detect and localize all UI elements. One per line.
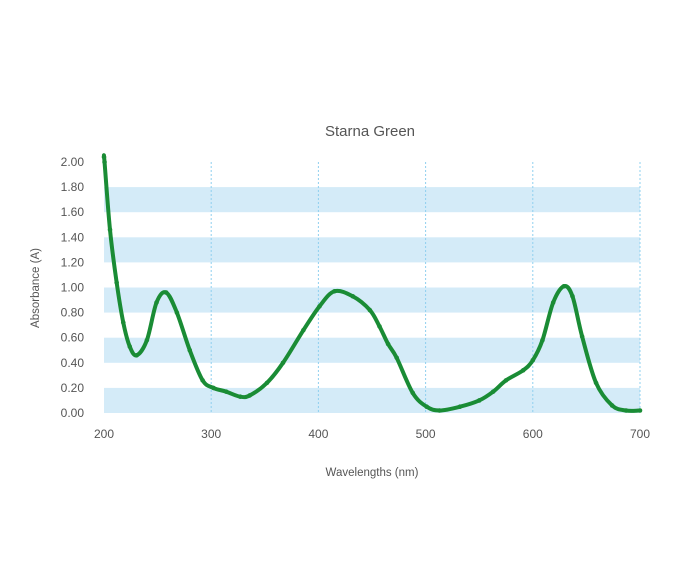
y-axis-label: Absorbance (A): [30, 248, 42, 328]
chart-title: Starna Green: [325, 123, 415, 140]
data-point: [237, 394, 243, 399]
y-tick-label: 1.20: [61, 255, 85, 269]
data-point: [163, 290, 169, 295]
y-tick-label: 1.40: [61, 230, 85, 244]
x-tick-label: 400: [308, 427, 328, 441]
data-point: [437, 408, 442, 413]
data-point: [332, 288, 337, 294]
data-point: [561, 283, 567, 289]
data-point: [280, 360, 286, 366]
data-point: [223, 389, 229, 394]
x-tick-label: 500: [416, 427, 436, 441]
data-point: [550, 300, 556, 305]
data-point: [301, 327, 306, 333]
y-tick-label: 0.20: [61, 381, 85, 395]
data-point: [530, 357, 536, 363]
data-point: [144, 337, 150, 343]
data-point: [154, 300, 159, 305]
data-point: [385, 341, 391, 347]
data-point: [350, 293, 356, 299]
data-point: [114, 280, 119, 285]
y-tick-label: 1.80: [61, 180, 85, 194]
x-tick-label: 200: [94, 427, 114, 441]
data-point: [377, 324, 382, 329]
data-point: [424, 404, 429, 410]
data-point: [457, 404, 463, 410]
data-point: [593, 380, 599, 386]
grid-band: [104, 337, 640, 363]
data-point: [317, 304, 322, 309]
data-point: [503, 378, 509, 383]
data-point: [637, 408, 643, 413]
x-axis-label: Wavelengths (nm): [326, 467, 419, 479]
data-point: [127, 344, 133, 349]
data-point: [570, 293, 575, 299]
data-point: [540, 337, 545, 343]
data-point: [107, 227, 113, 233]
x-tick-label: 600: [523, 427, 543, 441]
data-point: [247, 393, 253, 398]
data-point: [609, 403, 615, 408]
data-point: [476, 398, 482, 403]
grid-band: [104, 237, 640, 263]
data-point: [187, 347, 193, 353]
data-point: [623, 408, 629, 413]
y-tick-label: 0.60: [61, 331, 85, 345]
y-tick-label: 1.00: [61, 281, 85, 295]
y-tick-label: 1.60: [61, 205, 85, 219]
data-point: [134, 352, 139, 358]
y-tick-label: 0.80: [61, 306, 85, 320]
grid-band: [104, 387, 640, 413]
data-point: [410, 390, 416, 396]
data-point: [211, 385, 216, 391]
data-point: [174, 310, 180, 315]
data-point: [394, 355, 399, 361]
x-tick-label: 700: [630, 427, 650, 441]
data-point: [520, 368, 526, 373]
grid-band: [104, 187, 640, 213]
data-point: [200, 378, 205, 383]
data-point: [367, 307, 373, 313]
y-tick-label: 2.00: [61, 155, 85, 169]
data-point: [101, 154, 107, 160]
data-point: [102, 159, 107, 165]
x-tick-label: 300: [201, 427, 221, 441]
data-point: [490, 389, 496, 394]
y-tick-label: 0.00: [61, 406, 85, 420]
data-point: [264, 380, 270, 386]
data-point: [579, 334, 585, 339]
y-tick-label: 0.40: [61, 356, 85, 370]
data-point: [120, 320, 126, 325]
